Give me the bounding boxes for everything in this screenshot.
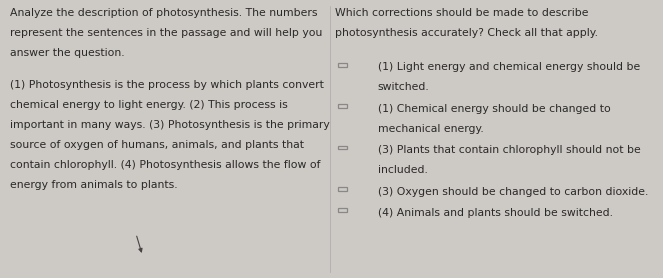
Text: represent the sentences in the passage and will help you: represent the sentences in the passage a… [10,28,322,38]
Text: mechanical energy.: mechanical energy. [378,124,484,134]
Text: (3) Oxygen should be changed to carbon dioxide.: (3) Oxygen should be changed to carbon d… [378,187,648,197]
Text: (1) Chemical energy should be changed to: (1) Chemical energy should be changed to [378,104,611,114]
Text: (1) Photosynthesis is the process by which plants convert: (1) Photosynthesis is the process by whi… [10,80,324,90]
Text: Which corrections should be made to describe: Which corrections should be made to desc… [335,8,588,18]
Bar [338,187,347,191]
Text: Analyze the description of photosynthesis. The numbers: Analyze the description of photosynthesi… [10,8,318,18]
Text: (1) Light energy and chemical energy should be: (1) Light energy and chemical energy sho… [378,62,640,72]
Text: important in many ways. (3) Photosynthesis is the primary: important in many ways. (3) Photosynthes… [10,120,330,130]
Text: contain chlorophyll. (4) Photosynthesis allows the flow of: contain chlorophyll. (4) Photosynthesis … [10,160,320,170]
Bar [338,63,347,66]
Text: switched.: switched. [378,82,430,92]
Text: (4) Animals and plants should be switched.: (4) Animals and plants should be switche… [378,208,613,218]
Text: (3) Plants that contain chlorophyll should not be: (3) Plants that contain chlorophyll shou… [378,145,640,155]
Bar [338,208,347,212]
Bar [338,104,347,108]
Text: energy from animals to plants.: energy from animals to plants. [10,180,178,190]
Text: answer the question.: answer the question. [10,48,125,58]
Text: photosynthesis accurately? Check all that apply.: photosynthesis accurately? Check all tha… [335,28,598,38]
Text: source of oxygen of humans, animals, and plants that: source of oxygen of humans, animals, and… [10,140,304,150]
Text: included.: included. [378,165,428,175]
Text: chemical energy to light energy. (2) This process is: chemical energy to light energy. (2) Thi… [10,100,288,110]
Bar [338,146,347,149]
